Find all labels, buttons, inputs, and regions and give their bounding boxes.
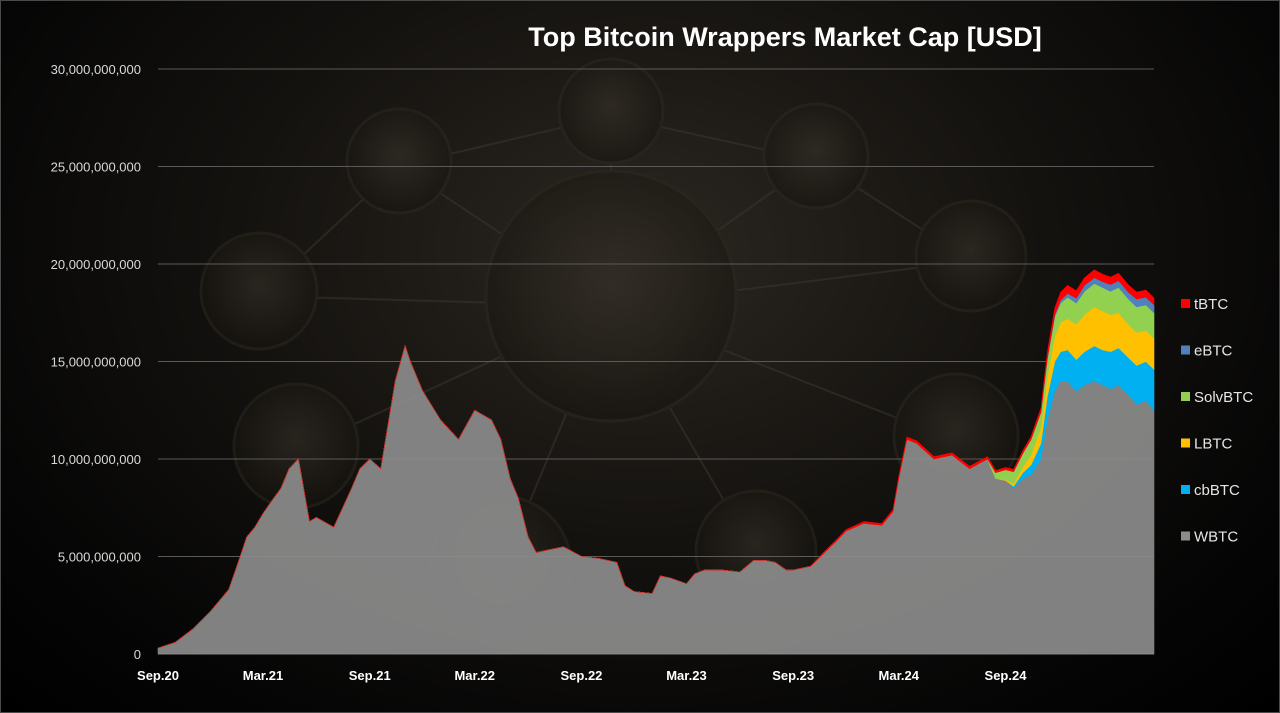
x-tick-label: Mar.23 xyxy=(666,668,706,683)
x-tick-label: Sep.20 xyxy=(137,668,179,683)
legend-label-wbtc: WBTC xyxy=(1194,529,1238,546)
x-tick-label: Sep.24 xyxy=(985,668,1028,683)
area-tbtc xyxy=(157,269,1155,649)
stacked-areas xyxy=(157,269,1155,655)
legend-swatch-wbtc xyxy=(1181,531,1190,541)
y-tick-label: 5,000,000,000 xyxy=(58,550,141,565)
legend-swatch-ebtc xyxy=(1181,345,1190,355)
x-tick-label: Mar.21 xyxy=(243,668,283,683)
y-axis-tick-labels: 0 5,000,000,000 10,000,000,000 15,000,000,0… xyxy=(51,62,141,662)
legend-label-cbbtc: cbBTC xyxy=(1194,482,1240,499)
x-tick-label: Sep.22 xyxy=(560,668,602,683)
legend-label-solvbtc: SolvBTC xyxy=(1194,389,1253,406)
legend-swatch-lbtc xyxy=(1181,438,1190,448)
legend-label-tbtc: tBTC xyxy=(1194,296,1228,313)
y-tick-label: 10,000,000,000 xyxy=(51,452,141,467)
legend-swatch-solvbtc xyxy=(1181,392,1190,401)
y-tick-label: 20,000,000,000 xyxy=(51,257,141,272)
legend-label-ebtc: eBTC xyxy=(1194,343,1233,360)
chart-title: Top Bitcoin Wrappers Market Cap [USD] xyxy=(528,22,1042,52)
legend-swatch-tbtc xyxy=(1181,299,1190,308)
x-tick-label: Sep.21 xyxy=(349,668,391,683)
y-tick-label: 25,000,000,000 xyxy=(51,160,141,175)
y-tick-label: 15,000,000,000 xyxy=(51,355,141,370)
legend-label-lbtc: LBTC xyxy=(1194,436,1233,453)
y-tick-label: 30,000,000,000 xyxy=(51,62,141,77)
legend-swatch-cbbtc xyxy=(1181,485,1190,494)
x-tick-label: Mar.24 xyxy=(879,668,920,683)
legend: tBTC eBTC SolvBTC LBTC cbBTC WBTC xyxy=(1181,296,1253,546)
background-coin-network-image xyxy=(199,57,1028,638)
x-tick-label: Sep.23 xyxy=(772,668,814,683)
y-tick-label: 0 xyxy=(134,647,141,662)
x-axis-tick-labels: Sep.20 Mar.21 Sep.21 Mar.22 Sep.22 Mar.23 Sep.… xyxy=(137,668,1027,683)
x-tick-label: Mar.22 xyxy=(454,668,494,683)
